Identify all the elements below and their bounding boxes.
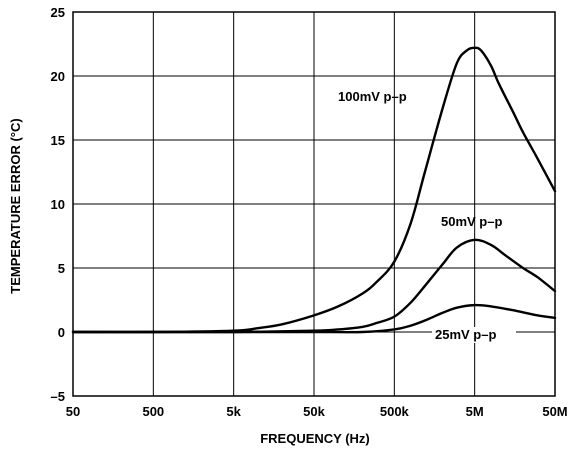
- x-tick-label: 50: [66, 404, 80, 419]
- x-tick-label: 5k: [226, 404, 241, 419]
- x-tick-label: 50M: [542, 404, 567, 419]
- y-tick-label: 25: [51, 5, 65, 20]
- y-axis-title: TEMPERATURE ERROR (°C): [8, 118, 23, 293]
- y-tick-label: –5: [51, 389, 65, 404]
- series-label-background: [432, 327, 516, 343]
- y-tick-label: 15: [51, 133, 65, 148]
- plot-frame: [72, 11, 556, 397]
- series-label-50mv: 50mV p–p: [441, 214, 502, 229]
- y-tick-label: 20: [51, 69, 65, 84]
- series-100mv-line: [71, 46, 557, 334]
- x-tick-label: 500k: [380, 404, 410, 419]
- y-tick-label: 0: [58, 325, 65, 340]
- y-tick-label: 5: [58, 261, 65, 276]
- x-axis-title: FREQUENCY (Hz): [260, 431, 370, 446]
- series-label-25mv: 25mV p–p: [435, 327, 496, 342]
- x-tick-label: 5M: [466, 404, 484, 419]
- x-tick-label: 50k: [303, 404, 325, 419]
- series-lines: [71, 46, 557, 334]
- series-label-100mv: 100mV p–p: [338, 89, 407, 104]
- y-tick-label: 10: [51, 197, 65, 212]
- series-25mv-line: [71, 303, 557, 334]
- series-labels: 100mV p–p 50mV p–p 25mV p–p: [338, 89, 516, 343]
- x-tick-label: 500: [142, 404, 164, 419]
